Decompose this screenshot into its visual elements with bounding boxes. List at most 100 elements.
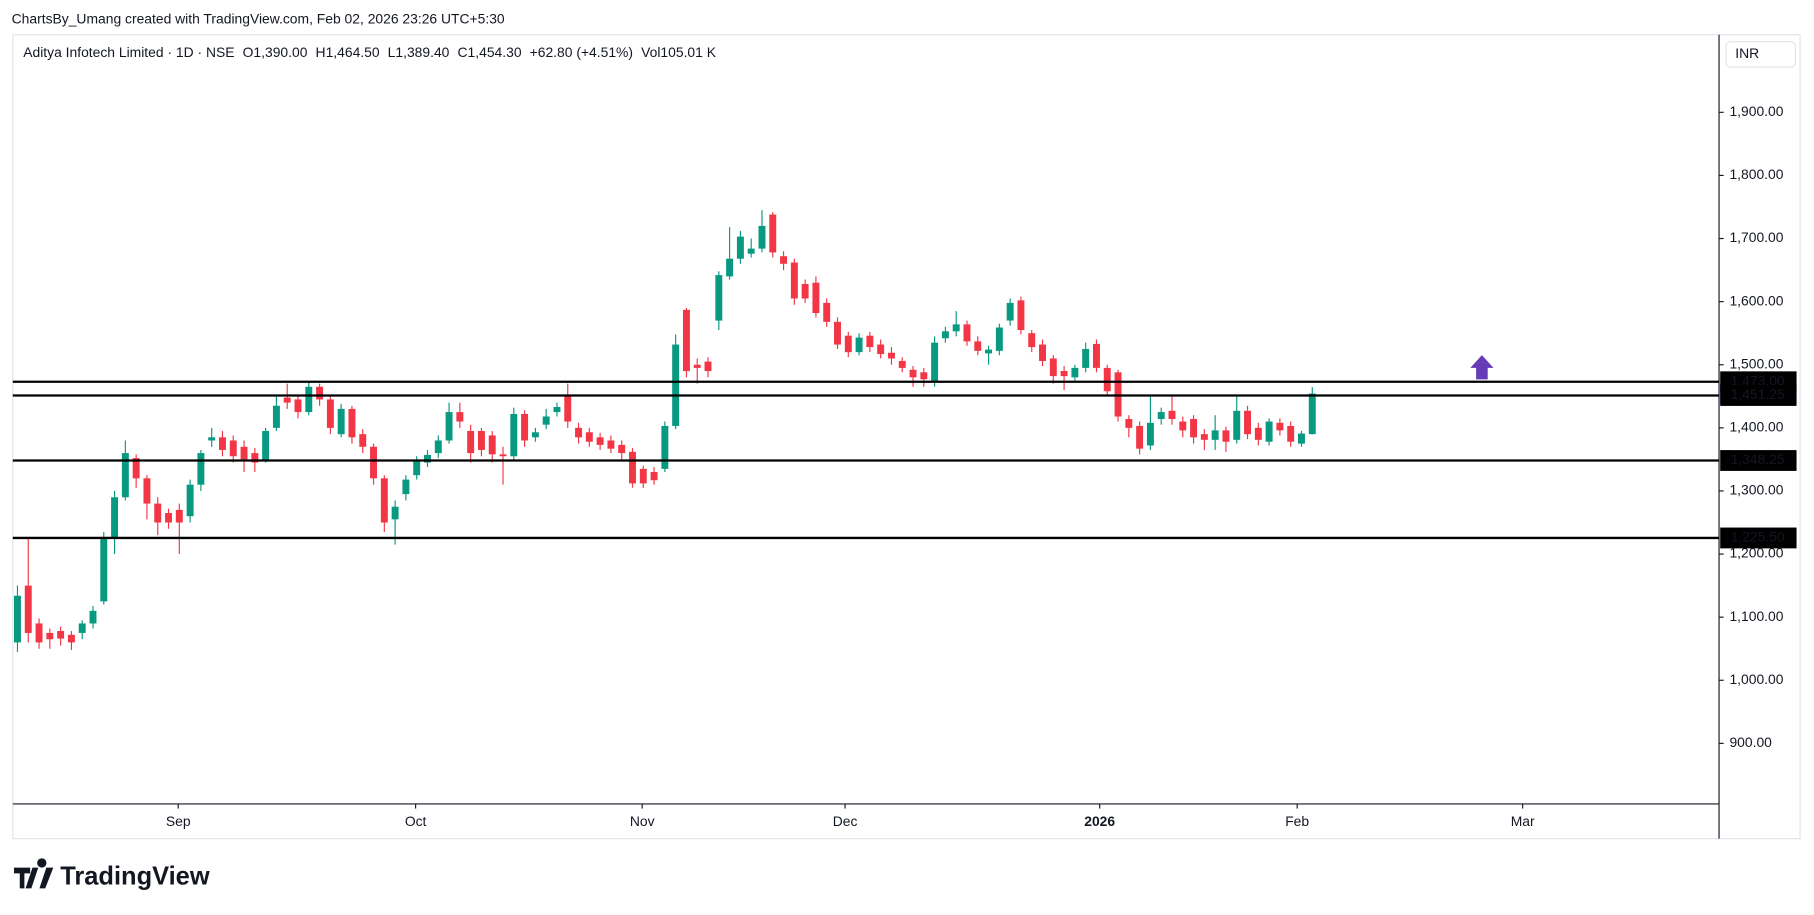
y-tick-label: 1,800.00 <box>1729 166 1783 182</box>
legend-o-label: O <box>243 44 254 60</box>
candle-body <box>693 364 701 368</box>
candle-body <box>985 349 993 354</box>
frame <box>12 34 1801 840</box>
candle-body <box>337 408 345 435</box>
candle-body <box>391 506 399 520</box>
candle-body <box>801 283 809 299</box>
candle-body <box>747 248 755 254</box>
candle-body <box>1233 410 1241 440</box>
candle-body <box>175 509 183 523</box>
plot <box>13 210 1316 652</box>
level-label: 1,451.25 <box>1731 386 1785 402</box>
candle-body <box>35 623 43 643</box>
candle-body <box>553 407 561 413</box>
candle-body <box>1211 430 1219 440</box>
candle-body <box>1200 434 1208 440</box>
candle-body <box>1017 300 1025 331</box>
candle-body <box>283 397 291 403</box>
candle-body <box>413 460 421 476</box>
candle-body <box>165 513 172 523</box>
candle-body <box>974 341 982 351</box>
candle-body <box>132 458 140 479</box>
candle-body <box>823 302 831 322</box>
candle-body <box>294 399 302 413</box>
x-tick-label: Nov <box>630 813 655 829</box>
x-tick-label: Dec <box>833 813 858 829</box>
arrow-annotation <box>1470 355 1494 380</box>
candle-body <box>769 214 777 253</box>
candle-body <box>197 453 205 485</box>
currency: INR <box>1735 45 1759 61</box>
level-box <box>1720 527 1797 549</box>
candle-body <box>46 632 54 640</box>
candle-body <box>24 585 32 633</box>
candle-body <box>780 256 788 264</box>
legend-change: +62.80 (+4.51%) <box>530 44 633 60</box>
candle-body <box>1092 343 1100 368</box>
candle-body <box>1049 358 1057 377</box>
candle-body <box>941 331 949 339</box>
candle-body <box>920 372 928 380</box>
candle-body <box>1287 425 1295 442</box>
candle-body <box>629 451 636 484</box>
candle-body <box>995 327 1003 351</box>
candle-body <box>1082 348 1090 368</box>
legend-h-label: H <box>316 44 326 60</box>
legend-vol: 105.01 K <box>660 44 716 60</box>
candle-body <box>510 413 518 457</box>
legend-c-label: C <box>458 44 468 60</box>
candle-body <box>143 478 151 504</box>
candle-body <box>477 431 485 450</box>
candle-body <box>887 352 895 359</box>
candle-body <box>1190 419 1198 438</box>
currency-box <box>1725 41 1796 68</box>
candle-body <box>1244 410 1251 435</box>
candle-body <box>402 479 410 495</box>
y-tick-label: 1,400.00 <box>1729 419 1783 435</box>
candle-body <box>1265 421 1273 442</box>
candle-body <box>866 335 874 348</box>
candle-body <box>618 444 626 454</box>
candle-body <box>208 437 216 441</box>
candle-body <box>564 396 572 422</box>
candle-body <box>1276 422 1284 431</box>
brand: TradingView <box>60 863 210 891</box>
candle-body <box>1222 430 1230 442</box>
candle-body <box>812 282 820 313</box>
legend-o: 1,390.00 <box>253 44 307 60</box>
candle-body <box>121 453 129 498</box>
candle-body <box>1168 410 1176 420</box>
y-tick-label: 1,200.00 <box>1729 545 1783 561</box>
candle-body <box>726 258 734 277</box>
y-tick-label: 1,900.00 <box>1729 103 1783 119</box>
candle-body <box>844 335 852 353</box>
candle-body <box>1146 422 1154 446</box>
x-tick-label: Mar <box>1511 813 1535 829</box>
candle-body <box>111 497 119 539</box>
candle-body <box>1125 419 1133 428</box>
candle-body <box>682 309 690 372</box>
legend-h: 1,464.50 <box>326 44 380 60</box>
y-tick-label: 1,500.00 <box>1729 355 1783 371</box>
legend: Aditya Infotech Limited · 1D · NSE O 1,390… <box>23 44 716 60</box>
level-box <box>1720 385 1797 406</box>
x-tick-label: 2026 <box>1084 813 1115 829</box>
candle-body <box>424 454 431 463</box>
candle-body <box>585 432 593 442</box>
candle-body <box>607 440 615 449</box>
candle-body <box>736 236 744 259</box>
candle-body <box>229 440 237 457</box>
candle-body <box>639 468 647 484</box>
level-label: 1,348.25 <box>1731 451 1785 467</box>
candle-body <box>834 321 841 345</box>
candle-body <box>326 399 334 428</box>
candle-body <box>952 324 960 332</box>
candle-body <box>89 610 97 624</box>
candle-body <box>316 386 324 400</box>
candle-body <box>931 342 939 382</box>
candle-body <box>1039 344 1046 361</box>
candle-body <box>1006 302 1014 321</box>
candle-body <box>898 360 906 368</box>
